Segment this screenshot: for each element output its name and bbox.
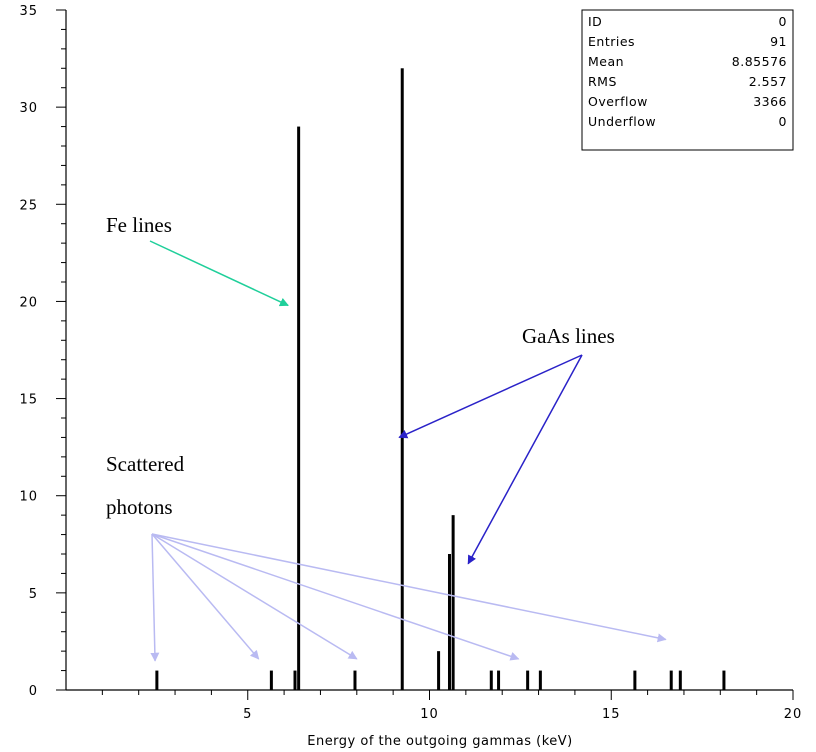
scattered-arrow: [151, 533, 358, 660]
x-tick-label: 15: [602, 707, 621, 722]
annotation-fe: Fe lines: [106, 213, 289, 307]
stats-label: ID: [588, 14, 602, 29]
stats-rows: ID 0 Entries 91 Mean 8.85576 RMS 2.557 Overflow 3…: [588, 14, 787, 129]
gaas-arrow: [398, 354, 583, 439]
y-tick-label: 15: [19, 393, 38, 408]
histogram-bar: [269, 670, 273, 690]
tick-labels: 5 10 15 20 0 5 10 15 20 25 30 35: [19, 4, 803, 722]
annotation-scattered-line1: Scattered: [106, 452, 185, 476]
histogram-bar: [538, 670, 542, 690]
histogram-bar: [669, 670, 673, 690]
y-tick-label: 25: [19, 198, 38, 213]
histogram-bar: [447, 554, 451, 690]
gaas-arrow: [467, 354, 583, 565]
histogram-bars: [155, 68, 726, 691]
histogram-bar: [353, 670, 357, 690]
stats-label: Entries: [588, 34, 635, 49]
stats-value: 2.557: [749, 74, 787, 89]
x-tick-label: 5: [243, 707, 252, 722]
annotation-gaas-label: GaAs lines: [522, 324, 615, 348]
y-tick-label: 20: [19, 295, 38, 310]
y-tick-label: 35: [19, 4, 38, 19]
histogram-bar: [293, 670, 297, 690]
annotation-fe-label: Fe lines: [106, 213, 172, 237]
histogram-bar: [297, 126, 301, 691]
histogram-bar: [678, 670, 682, 690]
annotation-scattered-line2: photons: [106, 495, 173, 519]
y-tick-label: 30: [19, 101, 38, 116]
scattered-arrow: [151, 533, 667, 643]
y-tick-label: 10: [19, 490, 38, 505]
histogram-bar: [526, 670, 530, 690]
histogram-bar: [437, 651, 441, 690]
stats-value: 3366: [753, 94, 787, 109]
histogram-bar: [155, 670, 159, 690]
histogram-bar: [400, 68, 404, 691]
stats-label: Overflow: [588, 94, 648, 109]
histogram-bar: [497, 670, 501, 690]
tick-marks: [56, 9, 794, 700]
stats-value: 0: [779, 14, 787, 29]
stats-value: 0: [779, 114, 787, 129]
x-tick-label: 20: [784, 707, 803, 722]
histogram-bar: [633, 670, 637, 690]
y-tick-label: 5: [29, 587, 38, 602]
scattered-arrows: [150, 533, 667, 662]
y-tick-label: 0: [29, 684, 38, 699]
annotation-scattered: Scattered photons: [106, 452, 667, 662]
stats-label: RMS: [588, 74, 617, 89]
stats-label: Mean: [588, 54, 624, 69]
annotation-gaas: GaAs lines: [398, 324, 615, 565]
histogram-bar: [451, 515, 455, 690]
scattered-arrow: [151, 533, 260, 660]
stats-label: Underflow: [588, 114, 656, 129]
histogram-bar: [489, 670, 493, 690]
stats-value: 91: [770, 34, 787, 49]
stats-value: 8.85576: [732, 54, 787, 69]
x-tick-label: 10: [420, 707, 439, 722]
histogram-bar: [722, 670, 726, 690]
stats-box: ID 0 Entries 91 Mean 8.85576 RMS 2.557 Overflow 3…: [581, 9, 794, 151]
x-axis-title: Energy of the outgoing gammas (keV): [307, 734, 573, 749]
fe-arrow: [149, 240, 289, 307]
scattered-arrow: [151, 533, 520, 661]
scattered-arrow: [150, 533, 160, 662]
